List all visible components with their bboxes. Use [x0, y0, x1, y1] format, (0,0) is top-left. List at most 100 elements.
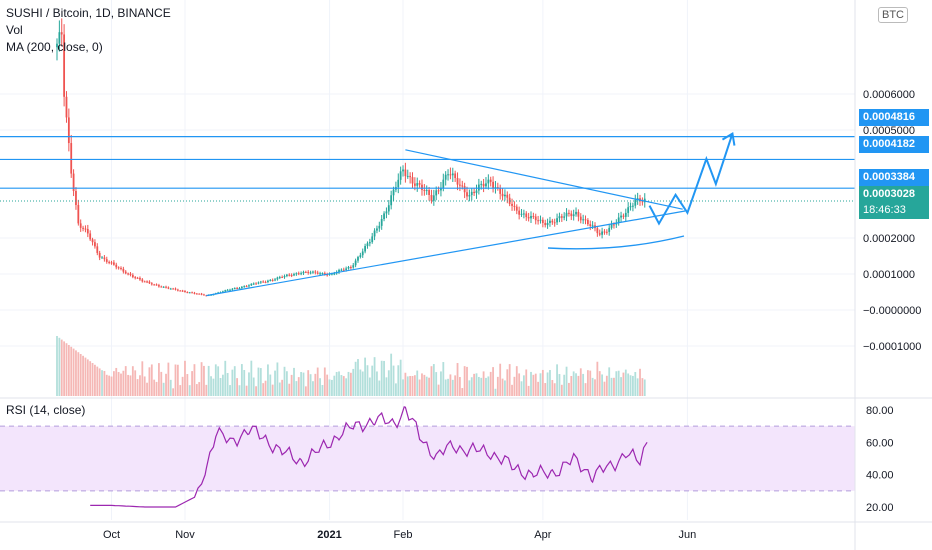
- rsi-pane: 20.00 40.00 60.00 80.00: [0, 405, 894, 514]
- candle-body: [295, 273, 298, 275]
- candle-body: [409, 175, 412, 178]
- volume-bar: [352, 368, 355, 396]
- candle-body: [525, 213, 528, 218]
- countdown-tag: 18:46:33: [859, 202, 929, 219]
- volume-bar: [496, 376, 499, 396]
- candle-body: [290, 275, 293, 277]
- candle-body: [489, 179, 492, 182]
- candle-body: [537, 220, 540, 222]
- volume-bar: [198, 382, 201, 396]
- candle-body: [148, 281, 151, 284]
- candle-body: [285, 274, 288, 277]
- volume-bar: [179, 385, 182, 396]
- candle-body: [572, 214, 575, 217]
- volume-bar: [210, 376, 212, 396]
- candle-body: [331, 273, 333, 275]
- y-tick-label: 0.0005000: [863, 125, 915, 137]
- volume-bar: [222, 374, 224, 396]
- symbol-label[interactable]: SUSHI / Bitcoin, 1D, BINANCE: [6, 6, 171, 20]
- candle-body: [473, 191, 476, 194]
- trendline[interactable]: [206, 210, 686, 297]
- candle-body: [226, 289, 229, 291]
- volume-bar: [508, 364, 511, 396]
- volume-bar: [423, 374, 426, 396]
- volume-bar: [411, 375, 414, 396]
- volume-bar: [522, 375, 525, 396]
- volume-bar: [224, 360, 227, 396]
- volume-bar: [556, 364, 558, 396]
- candle-body: [383, 213, 385, 220]
- candle-body: [380, 219, 383, 226]
- candle-body: [624, 212, 627, 217]
- volume-bar: [643, 379, 646, 396]
- candle-body: [165, 286, 167, 288]
- candle-body: [146, 281, 148, 283]
- volume-bar: [440, 371, 442, 396]
- currency-badge[interactable]: BTC: [878, 7, 908, 23]
- candle-body: [558, 216, 561, 219]
- volume-bar: [207, 365, 210, 396]
- volume-bar: [383, 360, 385, 396]
- candle-body: [79, 223, 82, 228]
- candle-body: [447, 174, 449, 176]
- candle-body: [314, 271, 317, 273]
- volume-bar: [586, 370, 589, 396]
- candle-body: [255, 283, 257, 285]
- volume-bar: [413, 375, 416, 396]
- volume-bar: [594, 379, 596, 396]
- x-tick-label: Feb: [394, 529, 413, 541]
- candle-body: [513, 205, 516, 207]
- candle-body: [262, 281, 265, 283]
- rsi-label[interactable]: RSI (14, close): [6, 403, 86, 417]
- projection-path[interactable]: [648, 133, 734, 226]
- volume-bar: [613, 377, 615, 396]
- candle-body: [364, 246, 366, 252]
- volume-bar: [515, 366, 518, 396]
- candle-body: [568, 212, 570, 214]
- volume-bar: [63, 341, 66, 396]
- volume-bar: [158, 363, 160, 396]
- candle-body: [444, 174, 447, 180]
- support-arc[interactable]: [547, 235, 685, 250]
- volume-bar: [494, 388, 497, 396]
- volume-bar: [591, 377, 594, 396]
- volume-bar: [518, 373, 521, 396]
- candle-body: [504, 194, 506, 197]
- candle-body: [565, 212, 568, 217]
- volume-bar: [418, 379, 421, 396]
- volume-bar: [632, 375, 634, 396]
- volume-bar: [98, 368, 101, 396]
- candle-body: [577, 211, 580, 217]
- candle-body: [203, 294, 205, 296]
- volume-bar: [219, 378, 222, 396]
- candlesticks: [56, 18, 646, 297]
- volume-bar: [563, 374, 566, 396]
- volume-bar: [276, 362, 279, 396]
- x-tick-label: 2021: [317, 529, 341, 541]
- candle-body: [120, 267, 122, 269]
- volume-bar: [148, 367, 151, 396]
- trendline[interactable]: [405, 149, 683, 210]
- ma-label[interactable]: MA (200, close, 0): [6, 40, 103, 54]
- volume-bar: [437, 384, 440, 396]
- candle-body: [582, 219, 585, 221]
- candle-body: [267, 280, 269, 283]
- price-tag-level-1: 0.0004816: [859, 109, 929, 126]
- volume-bar: [525, 369, 528, 396]
- candle-body: [122, 268, 125, 272]
- volume-bar: [582, 373, 585, 396]
- volume-bar: [127, 374, 129, 396]
- candle-body: [248, 285, 250, 287]
- volume-bar: [466, 366, 468, 396]
- candle-body: [94, 242, 96, 247]
- candle-body: [596, 228, 599, 234]
- candle-body: [77, 204, 80, 224]
- candle-body: [222, 291, 224, 293]
- candle-body: [515, 206, 518, 211]
- candle-body: [191, 292, 193, 294]
- volume-bar: [250, 360, 253, 396]
- vol-label[interactable]: Vol: [6, 23, 23, 37]
- candle-body: [430, 194, 433, 201]
- candle-body: [243, 286, 246, 288]
- candle-body: [233, 287, 236, 289]
